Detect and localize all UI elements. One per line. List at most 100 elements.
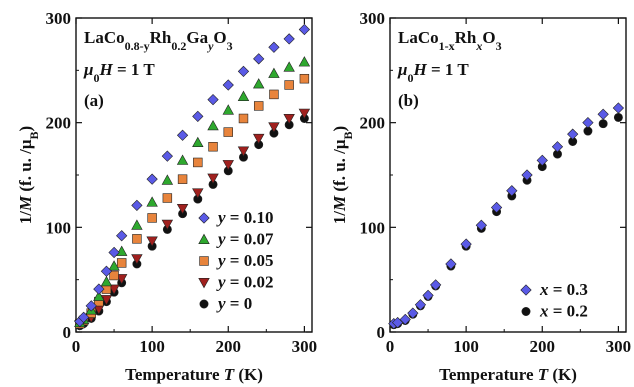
data-point bbox=[269, 89, 279, 100]
data-point bbox=[207, 173, 219, 184]
legend-label: y = 0.10 bbox=[216, 208, 273, 227]
y-tick-label: 300 bbox=[360, 9, 386, 28]
field-annotation: μ0H = 1 T bbox=[397, 60, 469, 85]
data-point bbox=[237, 90, 250, 101]
legend-label: y = 0 bbox=[216, 294, 252, 313]
legend-marker bbox=[199, 299, 209, 309]
x-axis-label: Temperature T (K) bbox=[125, 365, 263, 384]
data-point bbox=[177, 174, 188, 184]
x-axis-label: Temperature T (K) bbox=[439, 365, 577, 384]
y-axis-label: 1/M (f. u. /μB) bbox=[16, 126, 41, 224]
data-point bbox=[237, 65, 250, 78]
data-point bbox=[93, 290, 105, 301]
data-point bbox=[108, 260, 120, 271]
data-point bbox=[161, 219, 174, 231]
compound-title: LaCo1-xRhxO3 bbox=[398, 28, 502, 53]
series-y-0-10 bbox=[74, 23, 311, 328]
data-point bbox=[208, 142, 218, 152]
data-point bbox=[268, 67, 280, 78]
data-point bbox=[176, 204, 189, 215]
data-point bbox=[161, 150, 173, 162]
series-y-0-05 bbox=[75, 73, 310, 329]
data-point bbox=[108, 246, 120, 259]
data-point bbox=[299, 73, 310, 84]
data-point bbox=[414, 299, 427, 311]
data-point bbox=[192, 110, 204, 123]
y-tick-label: 200 bbox=[46, 114, 72, 133]
series-y-0-02 bbox=[74, 108, 311, 331]
y-axis-label: 1/M (f. u. /μB) bbox=[330, 126, 355, 224]
panel-b: 0 100 200 300 0 100 200 300 Temperature T (K) 1/M… bbox=[330, 9, 631, 384]
data-point bbox=[108, 284, 120, 295]
data-point bbox=[115, 274, 128, 285]
data-point bbox=[77, 311, 90, 323]
data-point bbox=[582, 117, 594, 129]
legend-marker bbox=[198, 212, 210, 224]
data-point bbox=[116, 258, 127, 268]
data-point bbox=[207, 94, 219, 106]
y-tick-label: 0 bbox=[63, 323, 72, 342]
data-point bbox=[193, 157, 203, 168]
data-point bbox=[252, 78, 265, 89]
data-point bbox=[283, 33, 295, 45]
x-tick-label: 300 bbox=[292, 337, 318, 356]
data-point bbox=[597, 108, 609, 120]
legend-label: y = 0.07 bbox=[216, 230, 274, 249]
data-point bbox=[147, 213, 157, 223]
data-point bbox=[252, 133, 265, 145]
data-point bbox=[283, 114, 295, 125]
data-point bbox=[284, 80, 294, 90]
data-point bbox=[253, 53, 265, 65]
data-point bbox=[521, 169, 533, 181]
legend-marker bbox=[520, 284, 532, 296]
data-point bbox=[238, 113, 249, 124]
data-point bbox=[268, 41, 280, 53]
data-point bbox=[298, 23, 311, 36]
data-point bbox=[237, 146, 250, 157]
data-point bbox=[100, 275, 113, 287]
data-point bbox=[298, 56, 311, 67]
data-point bbox=[146, 173, 158, 185]
legend-marker bbox=[198, 278, 210, 289]
data-point bbox=[85, 300, 97, 312]
data-point bbox=[422, 289, 434, 301]
legend-label: x = 0.2 bbox=[539, 302, 588, 321]
data-point bbox=[132, 234, 142, 244]
data-point bbox=[298, 108, 311, 120]
field-annotation: μ0H = 1 T bbox=[83, 60, 155, 85]
data-point bbox=[222, 79, 234, 91]
data-point bbox=[407, 307, 419, 319]
y-tick-label: 200 bbox=[360, 114, 386, 133]
legend-label: y = 0.02 bbox=[216, 273, 273, 292]
data-point bbox=[598, 119, 608, 129]
data-point bbox=[131, 219, 143, 230]
y-tick-label: 300 bbox=[46, 9, 72, 28]
x-tick-label: 100 bbox=[139, 337, 165, 356]
legend-label: y = 0.05 bbox=[216, 251, 273, 270]
y-tick-label: 0 bbox=[377, 323, 386, 342]
x-tick-label: 200 bbox=[216, 337, 242, 356]
data-point bbox=[445, 258, 457, 270]
data-point bbox=[115, 245, 128, 256]
panel-label: (a) bbox=[84, 91, 104, 110]
data-point bbox=[475, 219, 487, 231]
legend-marker bbox=[521, 307, 531, 316]
data-point bbox=[460, 238, 472, 250]
panel-label: (b) bbox=[398, 91, 419, 110]
legend-marker bbox=[199, 256, 209, 266]
x-tick-label: 300 bbox=[606, 337, 632, 356]
series-x-0-3 bbox=[388, 102, 625, 330]
data-point bbox=[146, 196, 158, 207]
data-point bbox=[268, 122, 280, 133]
x-tick-label: 100 bbox=[453, 337, 479, 356]
compound-title: LaCo0.8-yRh0.2GayO3 bbox=[84, 28, 233, 53]
data-point bbox=[162, 193, 173, 203]
data-point bbox=[116, 230, 128, 242]
data-point bbox=[207, 119, 219, 131]
data-point bbox=[253, 101, 264, 111]
data-point bbox=[283, 61, 295, 72]
x-tick-label: 0 bbox=[386, 337, 395, 356]
y-tick-label: 100 bbox=[46, 218, 72, 237]
data-point bbox=[131, 254, 143, 265]
data-point bbox=[612, 102, 625, 114]
